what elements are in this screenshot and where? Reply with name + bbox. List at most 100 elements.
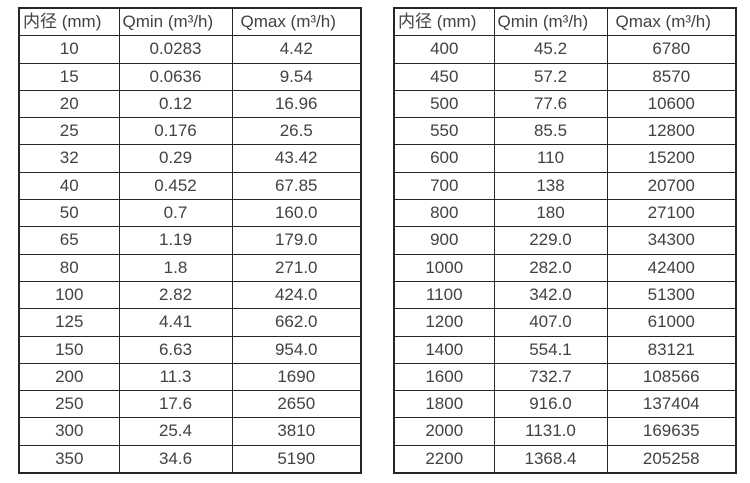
header-diameter: 内径 (mm)	[393, 7, 495, 37]
cell-diameter: 2000	[393, 417, 495, 446]
cell-diameter: 10	[18, 35, 120, 64]
cell-qmax: 6780	[606, 35, 737, 64]
table-header-row: 内径 (mm) Qmin (m³/h) Qmax (m³/h)	[393, 7, 737, 37]
table-row: 200 11.3 1690	[18, 362, 362, 392]
cell-diameter: 900	[393, 226, 495, 255]
cell-qmin: 11.3	[118, 362, 233, 392]
cell-qmax: 424.0	[231, 280, 362, 310]
cell-qmax: 3810	[231, 417, 362, 446]
table-row: 550 85.5 12800	[393, 117, 737, 146]
header-diameter: 内径 (mm)	[18, 7, 120, 37]
cell-qmax: 954.0	[231, 335, 362, 364]
table-row: 80 1.8 271.0	[18, 253, 362, 282]
table-row: 1400 554.1 83121	[393, 335, 737, 364]
cell-qmax: 205258	[606, 444, 737, 474]
header-qmax: Qmax (m³/h)	[231, 7, 362, 37]
table-row: 250 17.6 2650	[18, 390, 362, 419]
cell-qmax: 10600	[606, 89, 737, 119]
table-row: 15 0.0636 9.54	[18, 62, 362, 91]
cell-qmax: 26.5	[231, 117, 362, 146]
table-row: 10 0.0283 4.42	[18, 35, 362, 64]
cell-diameter: 550	[393, 117, 495, 146]
cell-qmax: 5190	[231, 444, 362, 474]
table-row: 800 180 27100	[393, 199, 737, 228]
table-body: 10 0.0283 4.42 15 0.0636 9.54 20 0.12 16.96 25 0.1…	[18, 35, 362, 474]
table-row: 1800 916.0 137404	[393, 390, 737, 419]
table-row: 150 6.63 954.0	[18, 335, 362, 364]
cell-qmin: 554.1	[493, 335, 608, 364]
cell-diameter: 200	[18, 362, 120, 392]
cell-diameter: 500	[393, 89, 495, 119]
table-row: 700 138 20700	[393, 171, 737, 201]
table-body: 400 45.2 6780 450 57.2 8570 500 77.6 10600 550 85.…	[393, 35, 737, 474]
table-row: 2000 1131.0 169635	[393, 417, 737, 446]
cell-diameter: 32	[18, 144, 120, 173]
cell-qmax: 169635	[606, 417, 737, 446]
cell-diameter: 40	[18, 171, 120, 201]
cell-qmin: 0.29	[118, 144, 233, 173]
cell-diameter: 400	[393, 35, 495, 64]
header-qmin: Qmin (m³/h)	[118, 7, 233, 37]
cell-diameter: 350	[18, 444, 120, 474]
table-row: 125 4.41 662.0	[18, 308, 362, 337]
table-row: 900 229.0 34300	[393, 226, 737, 255]
cell-qmax: 51300	[606, 280, 737, 310]
cell-qmax: 179.0	[231, 226, 362, 255]
cell-diameter: 700	[393, 171, 495, 201]
table-row: 32 0.29 43.42	[18, 144, 362, 173]
cell-qmax: 16.96	[231, 89, 362, 119]
cell-qmin: 0.452	[118, 171, 233, 201]
header-qmax: Qmax (m³/h)	[606, 7, 737, 37]
cell-qmax: 8570	[606, 62, 737, 91]
cell-qmin: 282.0	[493, 253, 608, 282]
cell-diameter: 80	[18, 253, 120, 282]
cell-qmax: 20700	[606, 171, 737, 201]
flow-table-large-diameters: 内径 (mm) Qmin (m³/h) Qmax (m³/h) 400 45.2 6…	[393, 7, 737, 475]
cell-diameter: 600	[393, 144, 495, 173]
cell-qmax: 4.42	[231, 35, 362, 64]
cell-qmax: 137404	[606, 390, 737, 419]
cell-diameter: 1100	[393, 280, 495, 310]
cell-qmax: 83121	[606, 335, 737, 364]
cell-qmax: 1690	[231, 362, 362, 392]
cell-qmin: 17.6	[118, 390, 233, 419]
table-row: 65 1.19 179.0	[18, 226, 362, 255]
cell-qmin: 6.63	[118, 335, 233, 364]
cell-diameter: 1200	[393, 308, 495, 337]
cell-diameter: 15	[18, 62, 120, 91]
cell-qmax: 67.85	[231, 171, 362, 201]
cell-diameter: 250	[18, 390, 120, 419]
table-row: 300 25.4 3810	[18, 417, 362, 446]
table-row: 40 0.452 67.85	[18, 171, 362, 201]
cell-qmin: 1.19	[118, 226, 233, 255]
cell-qmax: 12800	[606, 117, 737, 146]
table-row: 100 2.82 424.0	[18, 280, 362, 310]
cell-qmin: 1131.0	[493, 417, 608, 446]
cell-diameter: 1800	[393, 390, 495, 419]
cell-qmin: 45.2	[493, 35, 608, 64]
table-row: 25 0.176 26.5	[18, 117, 362, 146]
cell-qmax: 42400	[606, 253, 737, 282]
cell-qmin: 57.2	[493, 62, 608, 91]
cell-diameter: 450	[393, 62, 495, 91]
cell-diameter: 1000	[393, 253, 495, 282]
header-qmin: Qmin (m³/h)	[493, 7, 608, 37]
cell-qmin: 180	[493, 199, 608, 228]
cell-qmax: 662.0	[231, 308, 362, 337]
cell-diameter: 125	[18, 308, 120, 337]
cell-qmax: 15200	[606, 144, 737, 173]
cell-qmax: 108566	[606, 362, 737, 392]
cell-qmin: 0.0636	[118, 62, 233, 91]
cell-diameter: 300	[18, 417, 120, 446]
table-row: 450 57.2 8570	[393, 62, 737, 91]
cell-diameter: 2200	[393, 444, 495, 474]
cell-qmax: 61000	[606, 308, 737, 337]
cell-qmax: 160.0	[231, 199, 362, 228]
cell-qmin: 916.0	[493, 390, 608, 419]
cell-qmin: 1.8	[118, 253, 233, 282]
cell-diameter: 1400	[393, 335, 495, 364]
table-row: 600 110 15200	[393, 144, 737, 173]
table-row: 2200 1368.4 205258	[393, 444, 737, 474]
cell-qmin: 342.0	[493, 280, 608, 310]
